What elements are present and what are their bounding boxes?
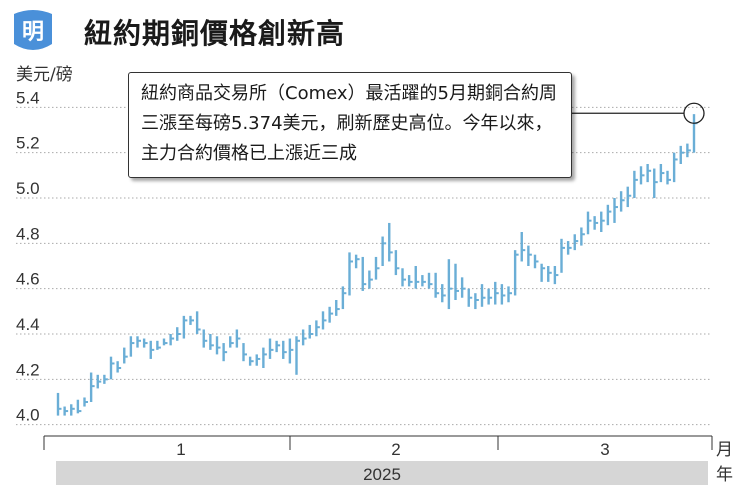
peak-annotation xyxy=(572,102,705,124)
ohlc-bars xyxy=(56,114,698,416)
x-month-label: 3 xyxy=(600,440,609,459)
y-tick-label: 5.4 xyxy=(16,88,40,107)
x-month-label: 2 xyxy=(391,440,400,459)
y-tick-label: 5.2 xyxy=(16,134,40,153)
x-month-label: 1 xyxy=(176,440,185,459)
page-title: 紐約期銅價格創新高 xyxy=(84,17,346,50)
logo-badge-icon: 明 xyxy=(14,10,52,50)
y-tick-label: 4.6 xyxy=(16,270,40,289)
y-tick-label: 4.2 xyxy=(16,360,40,379)
axes: 4.0 4.2 4.4 4.6 4.8 5.0 5.2 5.4 美元/磅 1 2 3 月 2025 年 xyxy=(16,65,733,485)
y-tick-label: 4.0 xyxy=(16,406,40,425)
y-tick-label: 4.4 xyxy=(16,315,40,334)
y-tick-label: 4.8 xyxy=(16,224,40,243)
logo-text: 明 xyxy=(22,20,44,45)
x-axis-unit-month: 月 xyxy=(716,440,733,460)
x-axis-unit-year: 年 xyxy=(716,465,733,485)
year-label: 2025 xyxy=(363,465,401,484)
callout-box: 紐約商品交易所（Comex）最活躍的5月期銅合約周三漲至每磅5.374美元，刷新… xyxy=(128,72,572,178)
callout-text: 紐約商品交易所（Comex）最活躍的5月期銅合約周三漲至每磅5.374美元，刷新… xyxy=(141,83,557,164)
y-tick-label: 5.0 xyxy=(16,179,40,198)
paper-logo: 明 xyxy=(10,10,56,54)
y-axis-unit: 美元/磅 xyxy=(16,65,73,85)
year-band xyxy=(56,461,708,485)
